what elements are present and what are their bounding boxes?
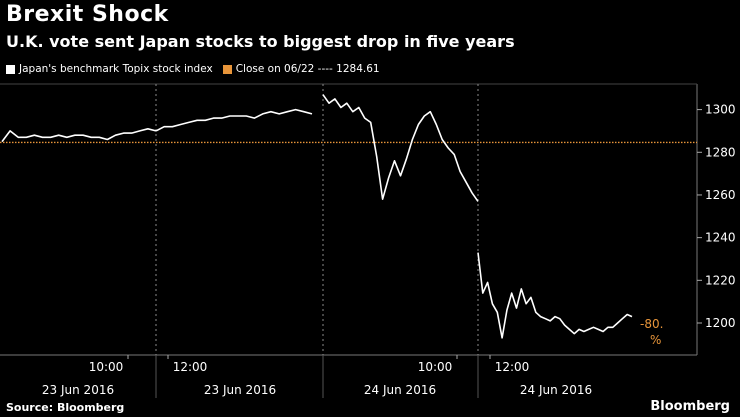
y-tick-label: 1220 (705, 273, 736, 287)
x-time-label: 10:00 (89, 360, 124, 374)
x-time-label: 12:00 (173, 360, 208, 374)
legend-swatch-topix (6, 64, 15, 74)
x-date-label: 23 Jun 2016 (42, 383, 114, 397)
series-line-session-3 (322, 94, 479, 202)
legend-item-topix: Japan's benchmark Topix stock index (6, 63, 213, 75)
x-date-label: 23 Jun 2016 (204, 383, 276, 397)
chart-legend: Japan's benchmark Topix stock index Clos… (6, 63, 390, 75)
series-line-session-2 (155, 108, 313, 132)
legend-label-close: Close on 06/22 ---- 1284.61 (235, 63, 380, 75)
y-tick-label: 1300 (705, 103, 736, 117)
x-date-label: 24 Jun 2016 (520, 383, 592, 397)
brand-logo: Bloomberg (650, 399, 730, 414)
x-time-label: 12:00 (495, 360, 530, 374)
y-tick-label: 1260 (705, 188, 736, 202)
legend-swatch-close (222, 64, 232, 74)
x-time-label: 10:00 (418, 360, 453, 374)
y-tick-label: 1280 (705, 145, 736, 159)
x-date-label: 24 Jun 2016 (364, 383, 436, 397)
series-line-session-1 (1, 128, 157, 143)
y-tick-label: 1200 (705, 316, 736, 330)
legend-label-topix: Japan's benchmark Topix stock index (19, 63, 213, 75)
series-line-session-4 (477, 252, 633, 339)
change-pct-annotation: % (650, 333, 661, 347)
legend-item-close: Close on 06/22 ---- 1284.61 (222, 63, 380, 75)
y-tick-label: 1240 (705, 231, 736, 245)
chart-subtitle: U.K. vote sent Japan stocks to biggest d… (6, 32, 515, 51)
source-note: Source: Bloomberg (6, 401, 125, 414)
change-annotation: -80. (640, 317, 663, 331)
chart-title: Brexit Shock (6, 2, 169, 27)
